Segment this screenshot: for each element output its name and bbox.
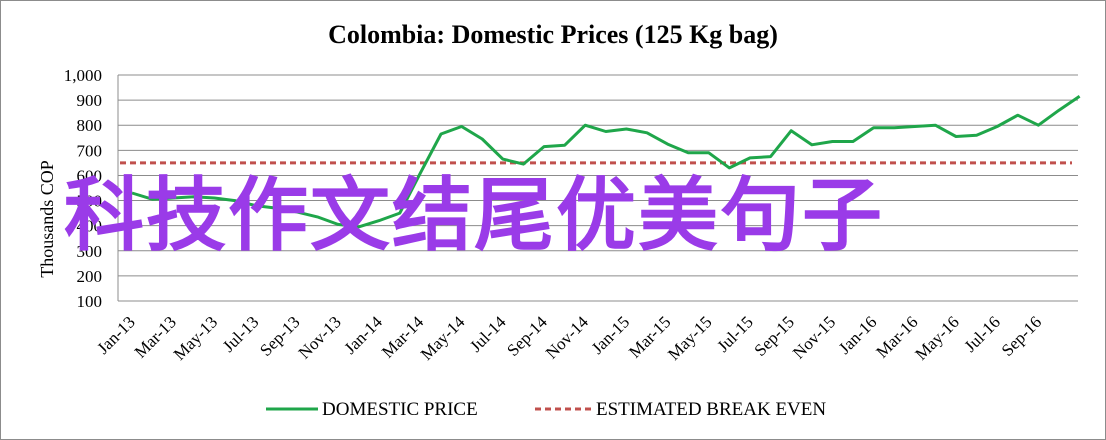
x-tick-label: Nov-13	[295, 312, 345, 362]
y-axis-label: Thousands COP	[37, 160, 57, 278]
y-tick-label: 900	[77, 91, 103, 110]
legend-label-break-even: ESTIMATED BREAK EVEN	[596, 399, 826, 420]
watermark-overlay-text: 科技作文结尾优美句子	[64, 169, 884, 262]
x-tick-label: Jan-13	[93, 312, 138, 357]
y-tick-label: 800	[77, 116, 103, 135]
domestic-price-line	[131, 95, 1081, 229]
legend-label-domestic-price: DOMESTIC PRICE	[322, 399, 478, 420]
x-tick-label: Nov-14	[542, 312, 593, 363]
y-tick-label: 300	[77, 242, 103, 261]
x-tick-label: Jan-15	[588, 312, 633, 357]
legend: DOMESTIC PRICE ESTIMATED BREAK EVEN	[266, 399, 826, 420]
x-tick-label: May-15	[664, 312, 715, 363]
y-tick-label: 700	[77, 141, 103, 160]
y-tick-label: 600	[77, 166, 103, 185]
chart-title: Colombia: Domestic Prices (125 Kg bag)	[328, 20, 778, 49]
x-tick-label: Jan-16	[835, 312, 880, 357]
x-tick-label: Nov-15	[789, 312, 839, 362]
x-tick-label: Sep-15	[751, 312, 798, 359]
y-tick-label: 500	[77, 192, 103, 211]
y-tick-labels: 1,000 900 800 700 600 500 400 300 200 100	[64, 66, 102, 311]
y-tick-label: 400	[77, 217, 103, 236]
x-tick-labels: Jan-13Mar-13May-13Jul-13Sep-13Nov-13Jan-…	[93, 312, 1045, 364]
x-tick-label: Jul-16	[961, 312, 1004, 355]
x-tick-label: May-16	[911, 312, 962, 363]
y-tick-label: 200	[77, 267, 103, 286]
x-tick-label: May-13	[170, 312, 221, 363]
x-tick-label: Jul-14	[466, 312, 510, 356]
x-tick-label: Sep-13	[256, 312, 303, 359]
y-tick-label: 100	[77, 292, 103, 311]
x-tick-label: Jul-13	[219, 312, 262, 355]
x-tick-label: Jul-15	[713, 312, 756, 355]
x-tick-label: May-14	[417, 312, 469, 364]
x-tick-label: Sep-14	[503, 312, 551, 360]
series-lines	[120, 95, 1081, 229]
x-tick-label: Sep-16	[998, 312, 1045, 359]
y-tick-label: 1,000	[64, 66, 102, 85]
